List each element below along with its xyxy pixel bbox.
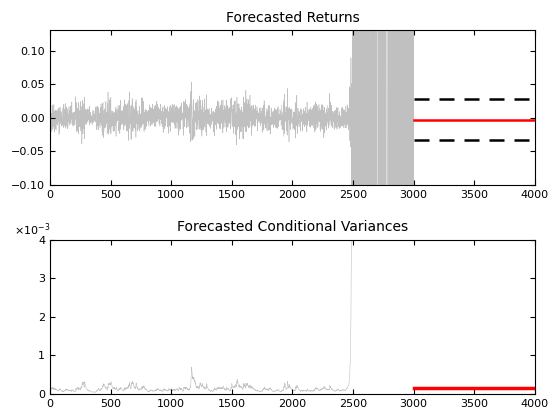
Title: Forecasted Returns: Forecasted Returns <box>226 11 360 25</box>
Text: $\times10^{-3}$: $\times10^{-3}$ <box>13 221 50 238</box>
Title: Forecasted Conditional Variances: Forecasted Conditional Variances <box>177 220 408 234</box>
